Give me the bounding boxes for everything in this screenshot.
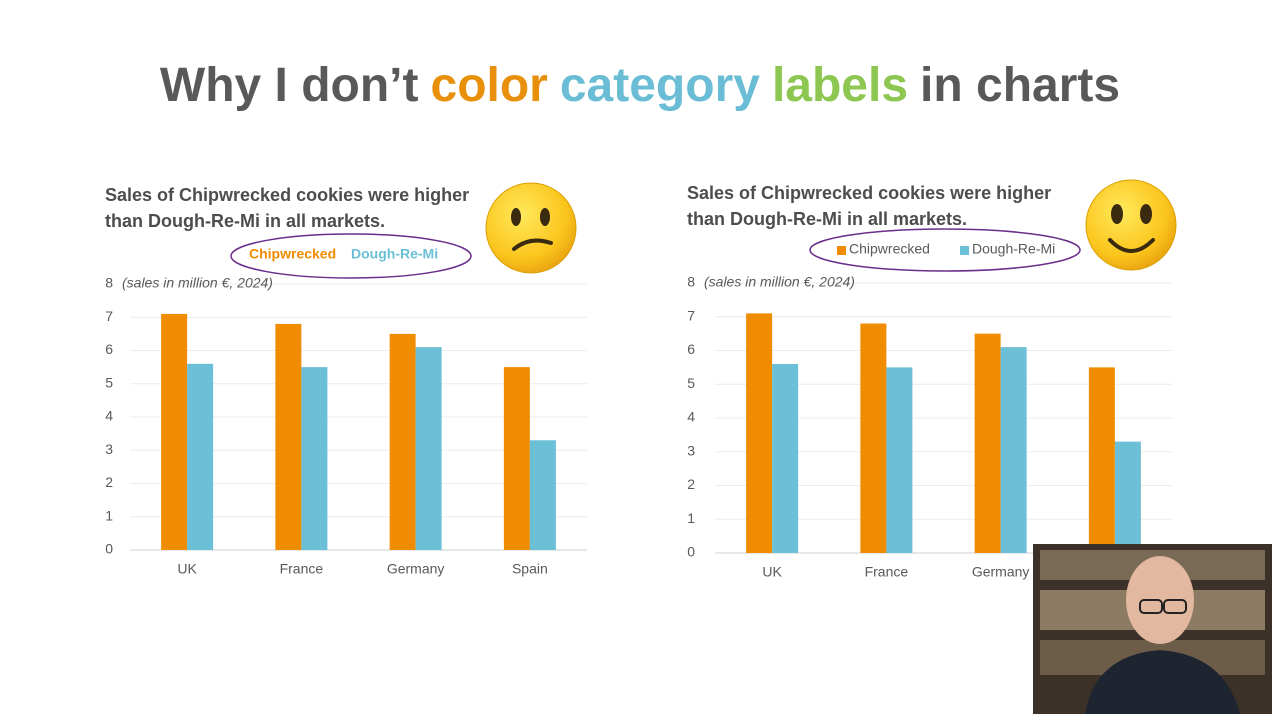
bar [746, 313, 773, 553]
title-word: color [431, 59, 548, 112]
x-tick-label: UK [177, 561, 197, 577]
legend-marker [960, 246, 969, 255]
legend-label: Chipwrecked [849, 241, 930, 257]
title-word: Why I don’t [160, 59, 419, 112]
y-tick-label: 2 [105, 474, 113, 490]
confused-emoji [485, 182, 577, 274]
legend-marker [837, 246, 846, 255]
x-tick-label: France [280, 561, 324, 577]
smiling-emoji [1085, 179, 1177, 271]
y-tick-label: 6 [687, 341, 695, 357]
bar [860, 323, 887, 553]
bar [529, 440, 556, 550]
y-tick-label: 8 [105, 275, 113, 291]
legend-label: Dough-Re-Mi [351, 246, 438, 262]
y-tick-label: 5 [687, 375, 695, 391]
x-tick-label: UK [762, 564, 782, 580]
bar [389, 333, 416, 550]
x-tick-label: Spain [512, 561, 548, 577]
y-tick-label: 4 [105, 408, 113, 424]
chart-title: Sales of Chipwrecked cookies were higher… [687, 183, 1052, 229]
x-tick-label: Germany [972, 564, 1030, 580]
title-word: category [560, 59, 760, 112]
bar [161, 313, 188, 550]
y-tick-label: 7 [105, 308, 113, 324]
bar [1088, 367, 1115, 553]
webcam-overlay [1033, 544, 1272, 714]
title-word: labels [772, 59, 908, 112]
legend-ellipse [230, 233, 472, 279]
y-tick-label: 1 [687, 510, 695, 526]
bar [1000, 347, 1027, 553]
y-tick-label: 7 [687, 307, 695, 323]
axis-annotation: (sales in million €, 2024) [122, 275, 273, 291]
x-tick-label: France [865, 564, 909, 580]
y-tick-label: 5 [105, 374, 113, 390]
y-tick-label: 0 [687, 544, 695, 560]
legend-label: Dough-Re-Mi [972, 241, 1055, 257]
bar [275, 323, 302, 550]
y-tick-label: 3 [687, 442, 695, 458]
title-word: in charts [920, 59, 1120, 112]
legend-ellipse [809, 228, 1081, 272]
y-tick-label: 1 [105, 507, 113, 523]
slide-title: Why I don’t color category labels in charts [160, 59, 1120, 112]
y-tick-label: 6 [105, 341, 113, 357]
y-tick-label: 0 [105, 541, 113, 557]
bar [187, 363, 214, 550]
bar [415, 347, 442, 550]
bar [503, 367, 530, 550]
axis-annotation: (sales in million €, 2024) [704, 274, 855, 290]
y-tick-label: 8 [687, 274, 695, 290]
y-tick-label: 3 [105, 441, 113, 457]
bar [1114, 441, 1141, 553]
x-tick-label: Germany [387, 561, 445, 577]
legend-label: Chipwrecked [249, 246, 336, 262]
chart-title: Sales of Chipwrecked cookies were higher… [105, 185, 470, 231]
bar [301, 367, 328, 550]
bar [886, 367, 913, 553]
bar [772, 364, 799, 553]
y-tick-label: 2 [687, 476, 695, 492]
y-tick-label: 4 [687, 409, 695, 425]
bar [974, 333, 1001, 553]
